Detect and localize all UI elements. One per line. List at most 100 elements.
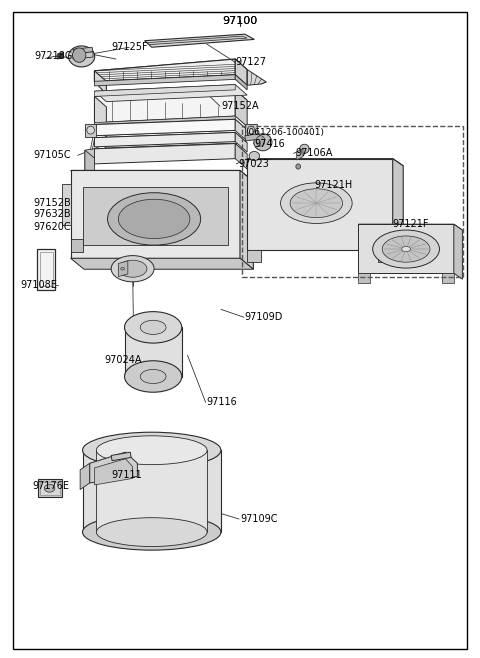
Ellipse shape — [382, 236, 430, 262]
Polygon shape — [95, 119, 247, 135]
Text: 97111: 97111 — [111, 470, 142, 480]
Polygon shape — [235, 75, 247, 90]
Text: 97023: 97023 — [238, 159, 269, 169]
Ellipse shape — [124, 312, 182, 343]
Polygon shape — [245, 124, 257, 137]
Polygon shape — [37, 249, 55, 290]
Text: 97125F: 97125F — [111, 42, 148, 52]
Polygon shape — [359, 224, 454, 273]
Text: 97416: 97416 — [254, 139, 285, 149]
Polygon shape — [39, 482, 60, 495]
Ellipse shape — [372, 230, 440, 268]
Polygon shape — [378, 251, 393, 262]
Polygon shape — [62, 184, 71, 226]
Polygon shape — [245, 134, 260, 141]
Polygon shape — [235, 90, 247, 126]
Polygon shape — [85, 150, 95, 178]
Ellipse shape — [256, 136, 265, 146]
Polygon shape — [454, 224, 462, 279]
Text: (061206-100401): (061206-100401) — [245, 128, 324, 137]
Polygon shape — [144, 34, 254, 47]
Text: 97632B: 97632B — [34, 209, 72, 219]
Ellipse shape — [72, 48, 86, 63]
Text: 97121H: 97121H — [314, 180, 353, 190]
Polygon shape — [124, 328, 182, 376]
Text: 97620C: 97620C — [34, 222, 72, 232]
Text: 97152A: 97152A — [221, 101, 259, 111]
Text: 97218G: 97218G — [35, 51, 73, 61]
Polygon shape — [240, 170, 253, 269]
Polygon shape — [235, 132, 247, 152]
Polygon shape — [95, 459, 132, 485]
Polygon shape — [95, 90, 247, 107]
Polygon shape — [111, 452, 131, 461]
Polygon shape — [247, 70, 266, 86]
Text: 97100: 97100 — [222, 16, 258, 26]
Bar — [242, 126, 463, 276]
Ellipse shape — [124, 361, 182, 392]
Ellipse shape — [120, 267, 124, 270]
Polygon shape — [95, 85, 247, 101]
Polygon shape — [85, 124, 96, 137]
Text: 97127: 97127 — [235, 57, 266, 67]
Ellipse shape — [118, 199, 190, 239]
Text: 97100: 97100 — [222, 16, 258, 26]
Polygon shape — [95, 75, 235, 86]
Polygon shape — [247, 159, 403, 166]
Text: 97106A: 97106A — [295, 149, 332, 159]
Polygon shape — [37, 479, 61, 497]
Polygon shape — [359, 224, 462, 230]
Ellipse shape — [44, 484, 55, 492]
Polygon shape — [95, 143, 247, 159]
Ellipse shape — [87, 126, 95, 134]
Polygon shape — [442, 273, 454, 283]
Ellipse shape — [69, 46, 95, 67]
Polygon shape — [90, 452, 137, 483]
Polygon shape — [73, 47, 93, 54]
Polygon shape — [247, 251, 262, 262]
Polygon shape — [73, 52, 93, 59]
Ellipse shape — [290, 189, 343, 218]
Polygon shape — [147, 36, 247, 45]
Polygon shape — [83, 187, 228, 245]
Polygon shape — [95, 85, 235, 96]
Ellipse shape — [281, 183, 352, 224]
Ellipse shape — [140, 320, 166, 334]
Polygon shape — [95, 71, 107, 95]
Polygon shape — [71, 258, 253, 269]
Text: 97105C: 97105C — [34, 151, 72, 161]
Polygon shape — [95, 59, 235, 82]
Polygon shape — [235, 119, 247, 141]
Polygon shape — [95, 116, 235, 127]
Polygon shape — [71, 170, 240, 258]
Ellipse shape — [96, 436, 207, 465]
Text: 97024A: 97024A — [104, 355, 142, 365]
Polygon shape — [359, 273, 370, 283]
Polygon shape — [296, 149, 303, 160]
Polygon shape — [95, 90, 235, 122]
Polygon shape — [96, 450, 207, 532]
Polygon shape — [118, 261, 128, 276]
Text: 97109D: 97109D — [245, 312, 283, 322]
Ellipse shape — [402, 247, 410, 251]
Ellipse shape — [83, 432, 221, 468]
Text: 97121F: 97121F — [393, 219, 429, 229]
Polygon shape — [58, 53, 63, 59]
Polygon shape — [71, 239, 83, 251]
Polygon shape — [235, 143, 247, 169]
Polygon shape — [83, 450, 221, 532]
Ellipse shape — [118, 260, 147, 277]
Polygon shape — [393, 159, 403, 257]
Polygon shape — [95, 59, 247, 82]
Polygon shape — [95, 132, 235, 147]
Ellipse shape — [296, 164, 300, 169]
Ellipse shape — [111, 255, 154, 282]
Polygon shape — [95, 119, 235, 136]
Polygon shape — [95, 143, 235, 164]
Text: 97176E: 97176E — [32, 481, 69, 492]
Ellipse shape — [108, 193, 201, 245]
Text: 97108E: 97108E — [21, 280, 57, 290]
Text: 97116: 97116 — [206, 397, 237, 407]
Polygon shape — [235, 59, 247, 86]
Polygon shape — [247, 159, 393, 251]
